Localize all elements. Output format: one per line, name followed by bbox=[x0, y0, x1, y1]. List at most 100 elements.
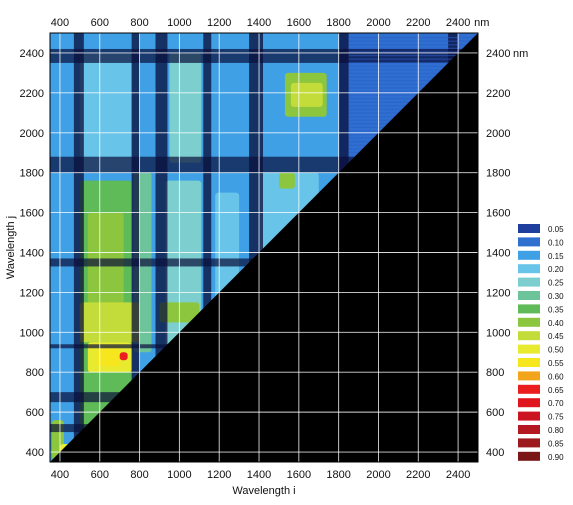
legend-label: 0.85 bbox=[548, 439, 564, 448]
x-tick-label-top: 1800 bbox=[326, 17, 350, 29]
y-tick-label-right: 1400 bbox=[486, 247, 510, 259]
legend-label: 0.15 bbox=[548, 252, 564, 261]
stripe bbox=[348, 83, 478, 85]
color-legend: 0.05 0.10 0.15 0.20 0.25 0.30 0.35 0.40 0.45 0.50… bbox=[518, 224, 564, 462]
y-tick-label-right: 1000 bbox=[486, 327, 510, 339]
masked-region bbox=[50, 33, 478, 462]
y-tick-label-right: 400 bbox=[486, 447, 504, 459]
y-tick-label-left: 800 bbox=[26, 367, 44, 379]
legend-swatch bbox=[518, 250, 540, 260]
masked-triangle bbox=[50, 33, 478, 462]
legend-label: 0.60 bbox=[548, 372, 564, 381]
x-tick-label-top: 800 bbox=[130, 17, 148, 29]
stripe bbox=[348, 87, 478, 89]
y-tick-label-left: 600 bbox=[26, 407, 44, 419]
y-tick-label-left: 2400 bbox=[20, 48, 44, 60]
y-tick-label-right: 1200 bbox=[486, 287, 510, 299]
stripe bbox=[348, 80, 478, 82]
dark-band-vertical bbox=[73, 33, 84, 462]
x-tick-label-bottom: 1000 bbox=[167, 469, 191, 481]
x-tick-label-bottom: 2400 bbox=[446, 469, 470, 481]
y-tick-label-left: 1800 bbox=[20, 168, 44, 180]
tick-labels: 400 400 600 600 800 800 1000 1000 1200 1200 1400 14… bbox=[20, 17, 511, 481]
legend-swatch bbox=[518, 291, 540, 300]
stripe bbox=[348, 69, 478, 71]
legend-swatch bbox=[518, 425, 540, 434]
y-tick-label-left: 2200 bbox=[20, 88, 44, 100]
legend-swatch bbox=[518, 371, 540, 381]
y-tick-label-right: 2000 bbox=[486, 128, 510, 140]
x-tick-label-top: 2200 bbox=[406, 17, 430, 29]
x-tick-label-top: 1400 bbox=[247, 17, 271, 29]
legend-label: 0.20 bbox=[548, 265, 564, 274]
legend-swatch bbox=[518, 358, 540, 367]
x-tick-label-bottom: 2000 bbox=[366, 469, 390, 481]
stripe bbox=[348, 65, 478, 67]
y-tick-label-right: 600 bbox=[486, 407, 504, 419]
legend-swatch bbox=[518, 304, 540, 314]
x-tick-label-bottom: 2200 bbox=[406, 469, 430, 481]
legend-swatch bbox=[518, 398, 540, 408]
x-tick-label-top: 1200 bbox=[207, 17, 231, 29]
heat-cell bbox=[79, 52, 132, 173]
legend-swatch bbox=[518, 264, 540, 274]
legend-swatch bbox=[518, 224, 540, 233]
legend-label: 0.45 bbox=[548, 332, 564, 341]
y-tick-label-left: 2000 bbox=[20, 128, 44, 140]
dark-band-vertical bbox=[131, 33, 140, 462]
legend-swatch bbox=[518, 331, 540, 341]
stripe bbox=[348, 58, 478, 60]
stripe bbox=[348, 40, 478, 42]
y-tick-label-right: 800 bbox=[486, 367, 504, 379]
stripe bbox=[348, 72, 478, 75]
heat-cell bbox=[290, 82, 323, 107]
legend-swatch bbox=[518, 438, 540, 448]
y-axis-label: Wavelength j bbox=[5, 216, 17, 279]
legend-label: 0.70 bbox=[548, 399, 564, 408]
legend-label: 0.50 bbox=[548, 346, 564, 355]
stripe bbox=[348, 90, 478, 93]
stripe bbox=[348, 44, 478, 46]
x-tick-label-bottom: 1800 bbox=[326, 469, 350, 481]
stripe bbox=[348, 36, 478, 39]
heat-cell bbox=[97, 348, 120, 367]
legend-label: 0.40 bbox=[548, 319, 564, 328]
heat-cell bbox=[79, 302, 140, 343]
legend-label: 0.10 bbox=[548, 238, 564, 247]
legend-label: 0.65 bbox=[548, 386, 564, 395]
legend-label: 0.90 bbox=[548, 453, 564, 462]
y-tick-label-left: 400 bbox=[26, 447, 44, 459]
x-tick-label-top: 2000 bbox=[366, 17, 390, 29]
x-tick-label-bottom: 1200 bbox=[207, 469, 231, 481]
x-tick-label-bottom: 600 bbox=[91, 469, 109, 481]
y-tick-label-right: 2200 bbox=[486, 88, 510, 100]
stripe bbox=[348, 62, 478, 64]
x-tick-label-bottom: 1400 bbox=[247, 469, 271, 481]
heat-cell bbox=[169, 52, 202, 163]
dark-band-vertical bbox=[155, 33, 168, 462]
legend-swatch bbox=[518, 317, 540, 327]
y-tick-label-right: 2400 bbox=[486, 48, 510, 60]
x-tick-label-top: 600 bbox=[91, 17, 109, 29]
stripe bbox=[348, 94, 478, 96]
y-axis-unit: nm bbox=[513, 48, 528, 60]
legend-swatch bbox=[518, 237, 540, 247]
x-tick-label-top: 2400 bbox=[446, 17, 470, 29]
stripe bbox=[348, 51, 478, 53]
heat-cell bbox=[119, 352, 128, 361]
legend-label: 0.05 bbox=[548, 225, 564, 234]
x-tick-label-bottom: 800 bbox=[130, 469, 148, 481]
stripe bbox=[348, 47, 478, 49]
legend-label: 0.55 bbox=[548, 359, 564, 368]
heat-cell bbox=[278, 172, 295, 189]
x-tick-label-top: 1000 bbox=[167, 17, 191, 29]
y-tick-label-left: 1600 bbox=[20, 208, 44, 220]
y-tick-label-left: 1400 bbox=[20, 247, 44, 259]
legend-label: 0.25 bbox=[548, 279, 564, 288]
y-tick-label-right: 1600 bbox=[486, 208, 510, 220]
stripe bbox=[348, 54, 478, 57]
y-tick-label-right: 1800 bbox=[486, 168, 510, 180]
legend-swatch bbox=[518, 384, 540, 394]
y-tick-label-left: 1000 bbox=[20, 327, 44, 339]
